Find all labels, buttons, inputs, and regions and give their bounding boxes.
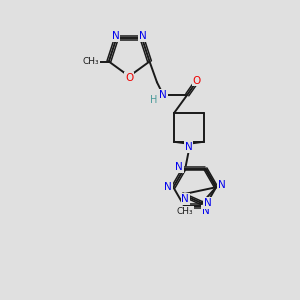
Text: O: O bbox=[193, 76, 201, 85]
Text: N: N bbox=[112, 32, 119, 41]
Text: N: N bbox=[185, 142, 193, 152]
Text: H: H bbox=[150, 95, 158, 105]
Text: N: N bbox=[204, 198, 212, 208]
Text: N: N bbox=[159, 90, 167, 100]
Text: CH₃: CH₃ bbox=[177, 207, 194, 216]
Text: N: N bbox=[164, 182, 172, 192]
Text: O: O bbox=[125, 73, 133, 83]
Text: CH₃: CH₃ bbox=[83, 57, 99, 66]
Text: N: N bbox=[218, 180, 225, 190]
Text: N: N bbox=[139, 32, 147, 41]
Text: N: N bbox=[202, 206, 209, 216]
Text: N: N bbox=[176, 162, 183, 172]
Text: N: N bbox=[182, 194, 189, 204]
